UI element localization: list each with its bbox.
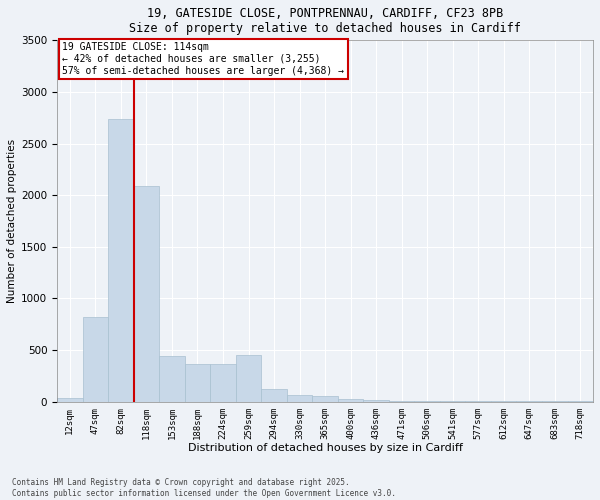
Text: 19 GATESIDE CLOSE: 114sqm
← 42% of detached houses are smaller (3,255)
57% of se: 19 GATESIDE CLOSE: 114sqm ← 42% of detac… xyxy=(62,42,344,76)
Y-axis label: Number of detached properties: Number of detached properties xyxy=(7,139,17,303)
Bar xyxy=(389,401,415,402)
Bar xyxy=(83,317,108,402)
Bar xyxy=(108,119,134,402)
X-axis label: Distribution of detached houses by size in Cardiff: Distribution of detached houses by size … xyxy=(188,443,463,453)
Bar xyxy=(210,364,236,402)
Bar xyxy=(236,356,261,402)
Bar xyxy=(159,356,185,402)
Bar xyxy=(134,186,159,402)
Bar xyxy=(57,398,83,402)
Bar xyxy=(364,400,389,402)
Bar xyxy=(185,364,210,402)
Bar xyxy=(313,396,338,402)
Bar xyxy=(338,399,364,402)
Bar xyxy=(287,394,313,402)
Title: 19, GATESIDE CLOSE, PONTPRENNAU, CARDIFF, CF23 8PB
Size of property relative to : 19, GATESIDE CLOSE, PONTPRENNAU, CARDIFF… xyxy=(129,7,521,35)
Bar xyxy=(261,390,287,402)
Text: Contains HM Land Registry data © Crown copyright and database right 2025.
Contai: Contains HM Land Registry data © Crown c… xyxy=(12,478,396,498)
